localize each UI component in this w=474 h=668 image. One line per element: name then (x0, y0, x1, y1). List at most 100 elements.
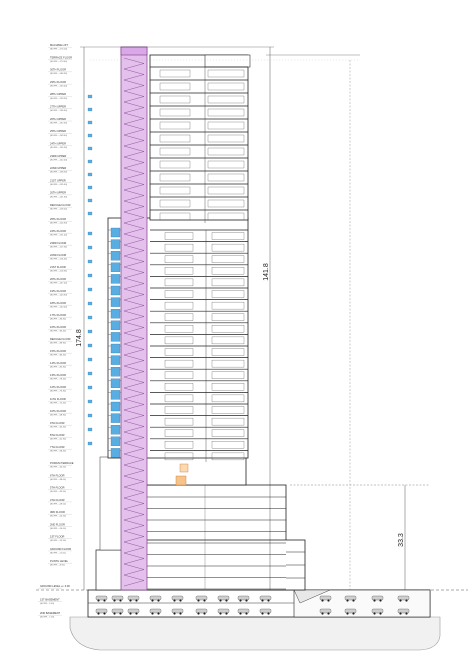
level-elevation: (EL/FFL -7.00) (40, 617, 54, 619)
level-label: 29TH FLOOR (50, 80, 66, 84)
level-label: 21ST FLOOR (50, 265, 66, 269)
level-elevation: (EL/FFL +149.40) (50, 135, 67, 137)
level-label: 11TH FLOOR (50, 397, 66, 401)
level-label: REFUGE FLOOR (50, 337, 71, 341)
level-label: 5TH FLOOR (50, 486, 65, 490)
level-elevation: (EL/FFL +124.90) (50, 223, 67, 225)
level-elevation: (EL/FFL +38.00) (50, 479, 66, 481)
level-elevation: (EL/FFL +15.50) (50, 540, 66, 542)
level-label: 17TH FLOOR (50, 313, 66, 317)
level-elevation: (EL/FFL +33.50) (50, 491, 66, 493)
level-label: 26TH UPPER (50, 117, 66, 121)
level-label: 3RD FLOOR (50, 510, 65, 514)
lift-core (120, 46, 148, 591)
level-elevation: (EL/FFL +20.00) (50, 528, 66, 530)
tower-floor-slabs (108, 66, 248, 462)
level-label: 9TH FLOOR (50, 421, 65, 425)
level-label: REFUGE FLOOR (50, 203, 71, 207)
level-elevation: (EL/FFL +142.40) (50, 159, 67, 161)
level-elevation: (EL/FFL +9.50) (50, 565, 65, 567)
level-elevation: (EL/FFL +79.40) (50, 379, 66, 381)
core-stairs (123, 57, 145, 587)
level-elevation: (EL/FFL +107.40) (50, 283, 67, 285)
level-elevation: (EL/FFL +68.90) (50, 415, 66, 417)
level-label: PODIUM TERRACE (50, 461, 74, 465)
level-label: 22ND FLOOR (50, 253, 66, 257)
podium-floor-slabs (140, 485, 305, 590)
level-elevation: (EL/FFL +170.40) (50, 61, 67, 63)
level-label: 25TH FLOOR (50, 217, 66, 221)
level-elevation: (EL/FFL +24.50) (50, 516, 66, 518)
level-label: 7TH FLOOR (50, 445, 65, 449)
level-label: 12TH FLOOR (50, 385, 66, 389)
level-label: 16TH FLOOR (50, 325, 66, 329)
level-elevation: (EL/FFL +152.90) (50, 122, 67, 124)
level-label: TERRACE FLOOR (50, 55, 72, 59)
overall-height-dimension: 174.8 (76, 329, 83, 347)
level-label: 14TH FLOOR (50, 361, 66, 365)
level-label: 6TH FLOOR (50, 473, 65, 477)
level-label: 2ND FLOOR (50, 522, 65, 526)
curtain-wall-glazing (87, 94, 121, 458)
level-label: 4TH FLOOR (50, 498, 65, 502)
podium (95, 451, 306, 591)
podium-height-dimension: 33.3 (398, 533, 405, 547)
level-elevation: (EL/FFL +42.50) (50, 467, 66, 469)
level-label: 24TH UPPER (50, 141, 66, 145)
level-label: 1ST FLOOR (50, 535, 64, 539)
level-elevation: (EL/FFL +29.00) (50, 503, 66, 505)
level-elevation: (EL/FFL +61.90) (50, 439, 66, 441)
level-label: 21ST UPPER (50, 178, 66, 182)
level-elevation: (EL/FFL +131.90) (50, 196, 67, 198)
level-elevation: (EL/FFL +159.90) (50, 98, 67, 100)
level-elevation: (EL/FFL +114.40) (50, 259, 67, 261)
level-label: 30TH FLOOR (50, 68, 66, 72)
level-label: 13TH FLOOR (50, 373, 66, 377)
level-elevation: (EL/FFL +58.40) (50, 451, 66, 453)
level-elevation: (EL/FFL +65.40) (50, 427, 66, 429)
level-label: 8TH FLOOR (50, 433, 65, 437)
basement-block (87, 589, 431, 618)
level-elevation: (EL/FFL +100.40) (50, 307, 67, 309)
level-elevation: (EL/FFL +138.90) (50, 172, 67, 174)
level-label: GROUND LEVEL +/- 0.00 (40, 584, 70, 588)
level-elevation: (EL/FFL +96.90) (50, 319, 66, 321)
level-label: 20TH FLOOR (50, 277, 66, 281)
level-elevation: (EL/FFL -3.50) (40, 603, 54, 605)
earth-ground (69, 616, 441, 651)
level-label: 20TH UPPER (50, 191, 66, 195)
level-elevation: (EL/FFL +75.90) (50, 391, 66, 393)
level-elevation: (EL/FFL +117.90) (50, 247, 67, 249)
level-label: 2ND BASEMENT (40, 611, 61, 615)
parked-cars (95, 595, 410, 615)
level-elevation: (EL/FFL +72.40) (50, 403, 66, 405)
level-elevation: (EL/FFL +93.40) (50, 331, 66, 333)
tower-height-dimension: 141.8 (263, 263, 270, 281)
level-label: 15TH FLOOR (50, 349, 66, 353)
level-label: GROUND FLOOR (50, 547, 71, 551)
level-elevation: (EL/FFL +82.90) (50, 367, 66, 369)
level-elevation: (EL/FFL +163.40) (50, 86, 67, 88)
level-elevation: (EL/FFL +145.90) (50, 147, 67, 149)
level-label: 27TH UPPER (50, 105, 66, 109)
level-label: 23RD UPPER (50, 154, 66, 158)
level-elevation: (EL/FFL +166.90) (50, 73, 67, 75)
level-label: MACHINE LIFT (50, 43, 68, 47)
level-elevation: (EL/FFL +173.00) (50, 49, 67, 51)
lift-machine-room (120, 46, 148, 56)
level-elevation: (EL/FFL +11.00) (50, 552, 66, 554)
level-label: 1ST BASEMENT (40, 598, 60, 602)
level-label: 19TH FLOOR (50, 289, 66, 293)
level-label: 28TH UPPER (50, 92, 66, 96)
level-elevation: (EL/FFL +86.40) (50, 355, 66, 357)
level-elevation: (EL/FFL +128.40) (50, 209, 67, 211)
level-elevation: (EL/FFL +103.90) (50, 295, 67, 297)
level-elevation: (EL/FFL +89.90) (50, 343, 66, 345)
level-elevation: (EL/FFL +110.90) (50, 271, 67, 273)
level-label: 22ND UPPER (50, 166, 66, 170)
level-label: 25TH UPPER (50, 129, 66, 133)
level-label: 24TH FLOOR (50, 229, 66, 233)
level-label: PLINTH LEVEL (50, 559, 69, 563)
level-elevation: (EL/FFL +135.40) (50, 184, 67, 186)
